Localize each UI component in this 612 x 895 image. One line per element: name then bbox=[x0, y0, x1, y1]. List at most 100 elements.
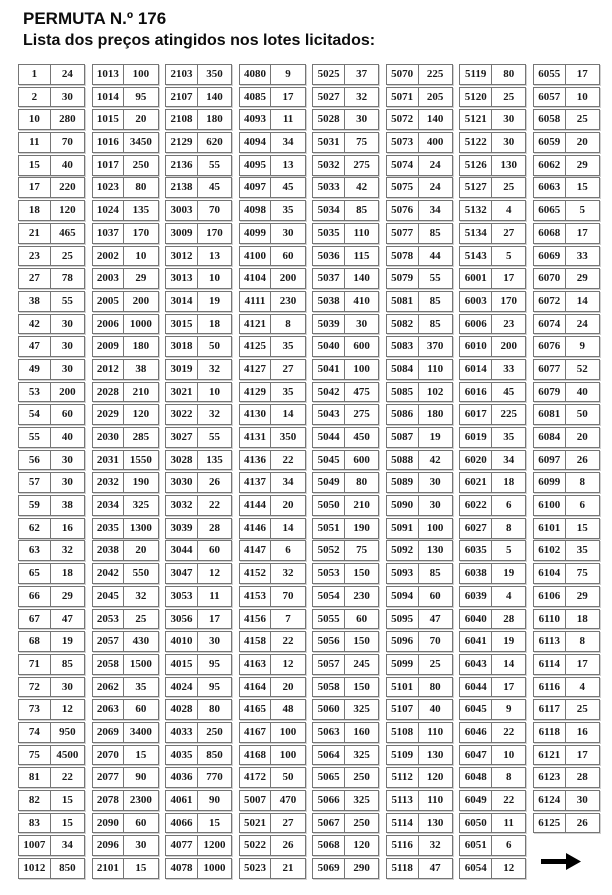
price-cell: 70 bbox=[208, 204, 220, 217]
lot-number-cell: 2078 bbox=[93, 791, 125, 810]
table-row: 4094 34 bbox=[238, 132, 306, 153]
lot-number-cell: 5093 bbox=[387, 564, 419, 583]
table-row: 4167 100 bbox=[238, 721, 306, 743]
table-row: 5084 110 bbox=[385, 358, 453, 380]
table-row: 5127 25 bbox=[459, 177, 527, 199]
lot-number-cell: 4125 bbox=[240, 337, 272, 357]
table-column: 6055 17 6057 10 6058 25 6059 20 6062 29 6063 15 6065… bbox=[532, 64, 600, 881]
table-row: 2002 10 bbox=[91, 245, 159, 267]
table-row: 6125 26 bbox=[532, 812, 600, 834]
price-cell: 850 bbox=[206, 748, 223, 761]
price-cell: 140 bbox=[353, 272, 370, 285]
lot-number-cell: 62 bbox=[19, 518, 51, 538]
lot-number-cell: 4097 bbox=[240, 178, 272, 198]
lot-number-cell: 3013 bbox=[166, 269, 198, 288]
lot-number-cell: 5044 bbox=[313, 428, 345, 447]
price-cell: 325 bbox=[132, 499, 150, 512]
lot-number-cell: 5075 bbox=[387, 178, 419, 198]
table-row: 6051 6 bbox=[459, 835, 527, 857]
lot-number-cell: 4137 bbox=[240, 473, 272, 493]
lot-number-cell: 5056 bbox=[313, 632, 345, 651]
table-row: 4152 32 bbox=[238, 563, 306, 584]
lot-number-cell: 5127 bbox=[460, 178, 493, 198]
table-row: 62 16 bbox=[18, 517, 85, 539]
table-row: 5073 400 bbox=[385, 132, 453, 153]
table-row: 3009 170 bbox=[165, 222, 233, 244]
table-row: 2005 200 bbox=[91, 290, 159, 312]
table-row: 5007 470 bbox=[238, 790, 306, 811]
lot-number-cell: 6068 bbox=[534, 223, 566, 243]
lot-number-cell: 6062 bbox=[534, 155, 566, 175]
lot-number-cell: 6063 bbox=[534, 178, 566, 198]
lot-number-cell: 4104 bbox=[240, 269, 272, 288]
price-cell: 13 bbox=[282, 158, 294, 171]
lot-number-cell: 2138 bbox=[166, 178, 198, 198]
table-row: 27 78 bbox=[18, 268, 85, 289]
table-row: 2136 55 bbox=[165, 154, 233, 176]
table-row: 3030 26 bbox=[165, 472, 233, 494]
lot-number-cell: 3022 bbox=[166, 405, 198, 425]
price-cell: 48 bbox=[282, 703, 294, 716]
lot-number-cell: 81 bbox=[19, 768, 51, 788]
table-row: 5042 475 bbox=[312, 381, 380, 403]
price-cell: 10 bbox=[135, 249, 147, 262]
price-cell: 100 bbox=[132, 68, 150, 80]
price-cell: 29 bbox=[576, 272, 588, 285]
price-cell: 6 bbox=[285, 544, 291, 557]
table-row: 81 22 bbox=[18, 767, 85, 789]
price-cell: 20 bbox=[576, 431, 588, 443]
table-row: 5132 4 bbox=[459, 200, 527, 221]
price-cell: 60 bbox=[208, 544, 220, 557]
price-cell: 130 bbox=[426, 544, 444, 557]
table-row: 5037 140 bbox=[312, 268, 380, 289]
price-cell: 40 bbox=[576, 385, 588, 398]
lot-number-cell: 2029 bbox=[93, 405, 125, 425]
price-cell: 17 bbox=[208, 612, 220, 625]
table-row: 6100 6 bbox=[532, 495, 600, 516]
price-cell: 25 bbox=[429, 657, 441, 670]
lot-number-cell: 2045 bbox=[93, 586, 125, 606]
table-row: 3021 10 bbox=[165, 381, 233, 403]
table-row: 6027 8 bbox=[459, 517, 527, 539]
lot-number-cell: 5041 bbox=[313, 359, 345, 379]
price-cell: 325 bbox=[353, 748, 370, 761]
price-cell: 30 bbox=[61, 90, 73, 103]
table-row: 4127 27 bbox=[238, 358, 306, 380]
table-row: 4163 12 bbox=[238, 653, 306, 675]
price-cell: 18 bbox=[576, 612, 588, 625]
lot-number-cell: 4165 bbox=[240, 700, 272, 720]
price-cell: 95 bbox=[208, 657, 220, 670]
price-cell: 38 bbox=[61, 499, 73, 512]
price-cell: 100 bbox=[279, 748, 297, 761]
lot-number-cell: 5028 bbox=[313, 110, 345, 130]
table-row: 5070 225 bbox=[385, 64, 453, 85]
lot-number-cell: 5049 bbox=[313, 473, 345, 493]
table-row: 5116 32 bbox=[385, 835, 453, 857]
table-row: 2138 45 bbox=[165, 177, 233, 199]
table-row: 42 30 bbox=[18, 313, 85, 335]
lot-number-cell: 6041 bbox=[460, 632, 493, 651]
lot-number-cell: 5094 bbox=[387, 586, 419, 606]
lot-number-cell: 5058 bbox=[313, 677, 345, 697]
price-cell: 5 bbox=[505, 249, 512, 262]
price-cell: 32 bbox=[208, 408, 220, 421]
lot-number-cell: 4028 bbox=[166, 700, 198, 720]
lot-number-cell: 6077 bbox=[534, 359, 566, 379]
price-cell: 45 bbox=[208, 181, 220, 194]
price-cell: 1300 bbox=[129, 521, 152, 534]
lot-number-cell: 5099 bbox=[387, 654, 419, 674]
table-row: 5036 115 bbox=[312, 245, 380, 267]
price-cell: 22 bbox=[503, 725, 515, 738]
lot-number-cell: 1024 bbox=[93, 201, 125, 220]
lot-number-cell: 2053 bbox=[93, 609, 125, 629]
table-row: 5107 40 bbox=[385, 699, 453, 721]
table-row: 2101 15 bbox=[91, 858, 159, 879]
price-cell: 85 bbox=[429, 567, 441, 580]
price-cell: 23 bbox=[503, 317, 515, 330]
price-cell: 60 bbox=[135, 703, 147, 716]
price-cell: 34 bbox=[282, 136, 294, 149]
lot-number-cell: 5072 bbox=[387, 110, 419, 130]
table-row: 2070 15 bbox=[91, 744, 159, 766]
lot-number-cell: 3019 bbox=[166, 359, 198, 379]
